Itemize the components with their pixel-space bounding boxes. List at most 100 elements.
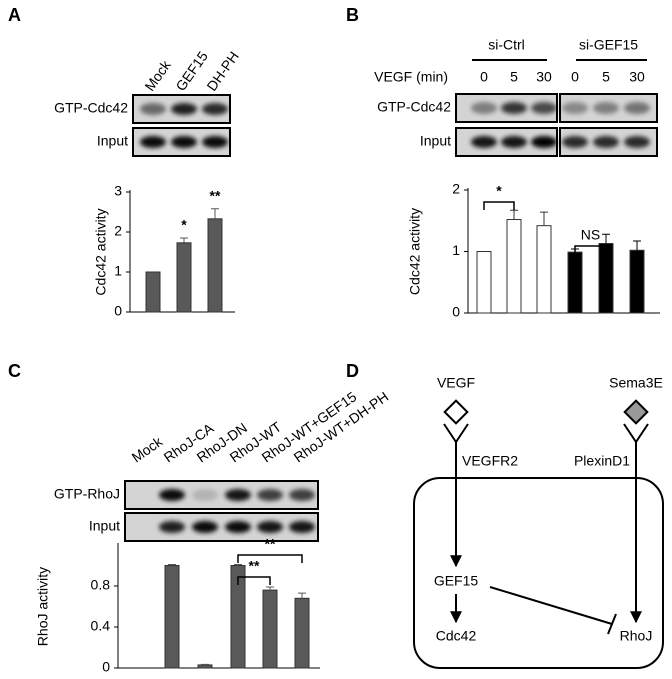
band: [257, 489, 283, 501]
panel-letter: B: [346, 5, 359, 25]
y-tick-label: 1: [114, 263, 122, 279]
band: [501, 136, 527, 148]
band: [257, 521, 283, 533]
receptor-label: VEGFR2: [462, 453, 518, 469]
band: [202, 136, 228, 148]
lane-label: 0: [571, 69, 579, 85]
bar: [567, 251, 583, 314]
error-bar: [633, 240, 641, 251]
panel-letter: D: [346, 361, 359, 381]
blot-row-label: GTP-Cdc42: [54, 100, 128, 116]
bracket: [237, 554, 303, 563]
y-tick-label: 0.8: [91, 577, 111, 593]
lane-label: 0: [480, 69, 488, 85]
significance: **: [249, 558, 260, 574]
bar: [506, 219, 522, 314]
band: [192, 489, 218, 501]
band: [159, 521, 185, 533]
bracket: [483, 201, 515, 210]
error-bar: [168, 563, 176, 566]
panel-letter: A: [8, 5, 21, 25]
significance: **: [265, 536, 276, 552]
panel-letter: C: [8, 361, 21, 381]
band: [225, 521, 251, 533]
error-bar: [234, 563, 242, 566]
error-bar: [602, 233, 610, 244]
band: [531, 136, 557, 148]
band: [289, 489, 315, 501]
band: [202, 103, 228, 115]
bracket: [237, 576, 271, 585]
band: [562, 102, 588, 114]
band: [531, 102, 557, 114]
band: [171, 136, 197, 148]
x-label: VEGF (min): [374, 69, 448, 85]
inhibition: [489, 586, 617, 635]
significance: NS: [581, 227, 600, 243]
lane-label: 5: [510, 69, 518, 85]
blot: [124, 512, 319, 542]
band: [562, 136, 588, 148]
lane-label: Mock: [129, 433, 166, 466]
lane-label: DH-PH: [203, 48, 242, 94]
ligand-shape: [443, 399, 469, 425]
blot-row-label: GTP-Cdc42: [377, 99, 451, 115]
error-bar: [298, 592, 306, 599]
y-tick-label: 2: [114, 223, 122, 239]
significance: **: [210, 188, 221, 204]
bar: [262, 589, 278, 669]
node: RhoJ: [620, 628, 653, 644]
lane-label: 30: [536, 69, 552, 85]
receptor-label: PlexinD1: [574, 453, 630, 469]
y-axis-label: RhoJ activity: [35, 567, 51, 646]
band: [289, 521, 315, 533]
bar: [476, 251, 492, 314]
ligand: Sema3E: [609, 375, 663, 391]
ligand: VEGF: [437, 375, 475, 391]
significance: *: [496, 183, 502, 199]
bar: [629, 249, 645, 314]
blot-row-label: Input: [89, 518, 120, 534]
band: [624, 102, 650, 114]
band: [471, 102, 497, 114]
lane-label: Mock: [141, 56, 174, 93]
y-tick-label: 0: [102, 659, 110, 675]
bar: [197, 664, 213, 669]
blot-row-label: GTP-RhoJ: [54, 486, 120, 502]
y-tick-label: 1: [452, 242, 460, 258]
y-tick-label: 0: [452, 304, 460, 320]
lane-label: 5: [602, 69, 610, 85]
y-axis-label: Cdc42 activity: [407, 208, 423, 295]
blot-row-label: Input: [97, 133, 128, 149]
blot-row-label: Input: [420, 133, 451, 149]
bracket: [574, 245, 607, 254]
error-bar: [510, 209, 518, 220]
bar: [207, 218, 223, 313]
significance: *: [181, 217, 187, 233]
error-bar: [266, 586, 274, 591]
band: [471, 136, 497, 148]
error-bar: [180, 237, 188, 243]
cell: [413, 477, 664, 669]
y-tick-label: 0.4: [91, 618, 111, 634]
lane-label: 30: [629, 69, 645, 85]
y-tick-label: 0: [114, 303, 122, 319]
group-label: si-Ctrl: [488, 37, 525, 53]
y-tick-label: 2: [452, 181, 460, 197]
group-label: si-GEF15: [579, 37, 638, 53]
node: GEF15: [434, 573, 479, 589]
band: [593, 102, 619, 114]
band: [140, 103, 166, 115]
band: [501, 102, 527, 114]
blot: [124, 480, 319, 510]
bar: [536, 225, 552, 314]
error-bar: [540, 211, 548, 226]
ligand-shape: [623, 399, 649, 425]
bar: [164, 565, 180, 669]
band: [192, 521, 218, 533]
error-bar: [211, 208, 219, 219]
receptor: [443, 423, 649, 444]
band: [624, 136, 650, 148]
